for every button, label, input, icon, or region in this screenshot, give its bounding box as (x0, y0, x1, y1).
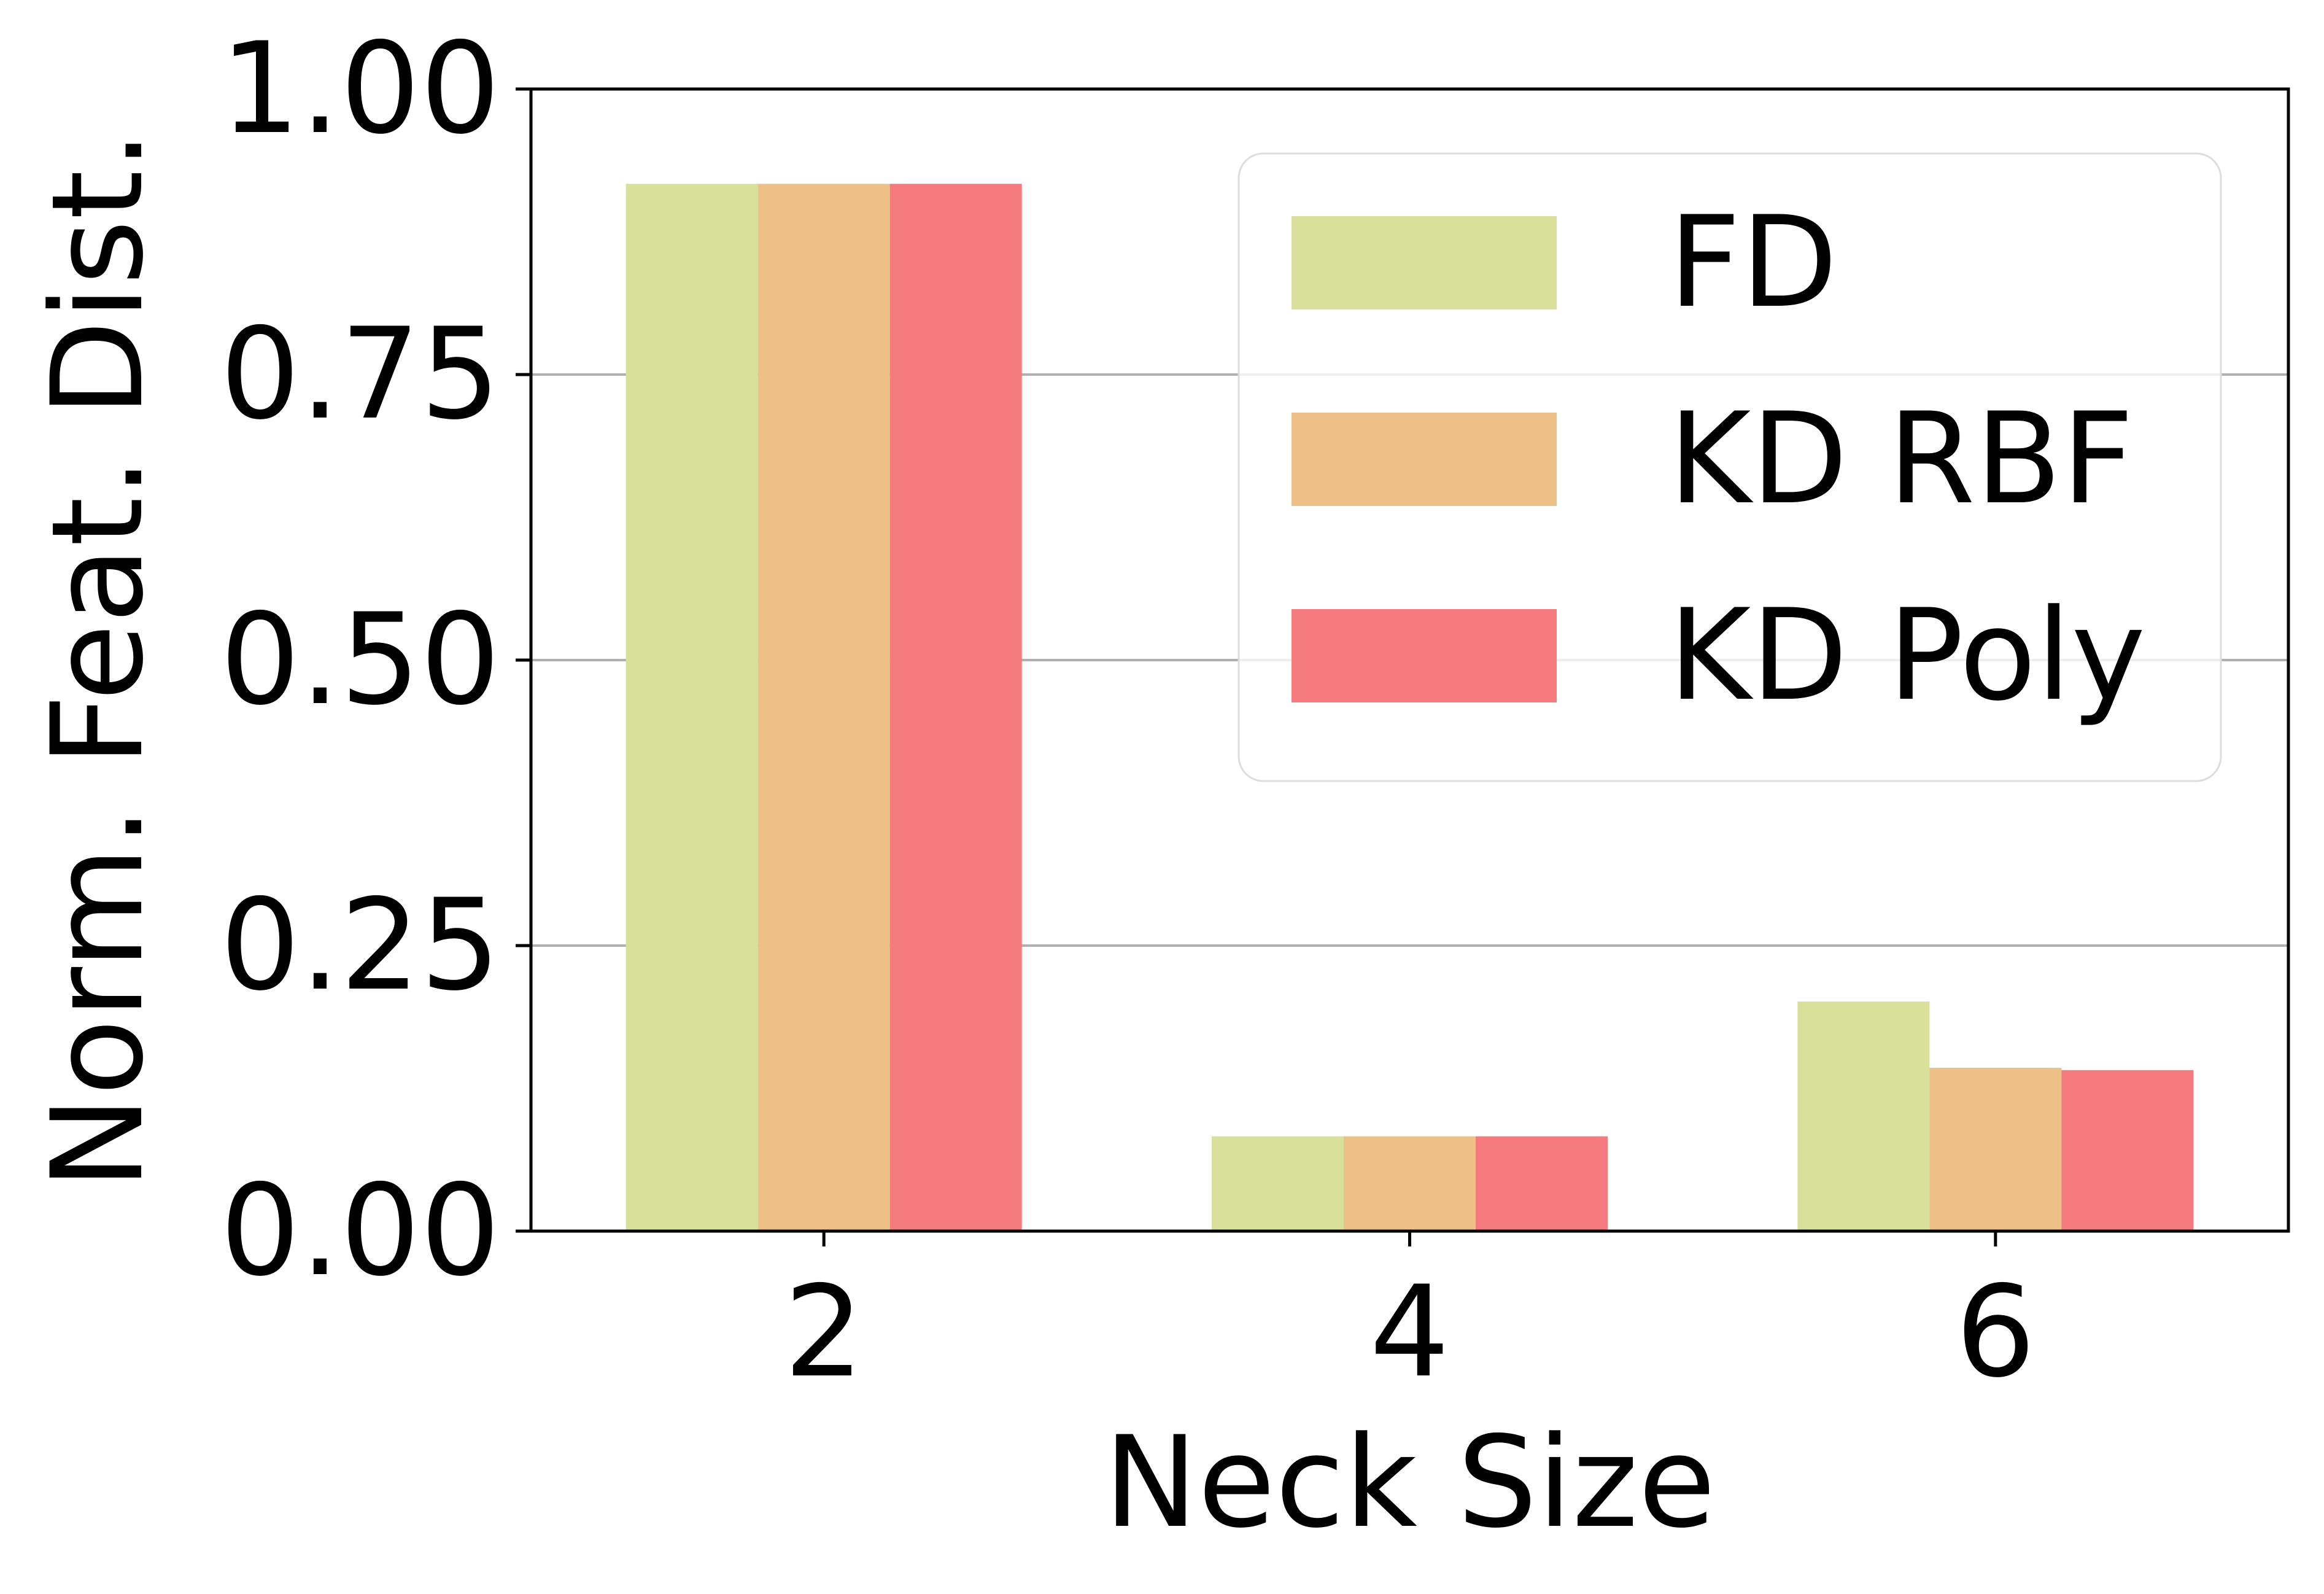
bars (626, 184, 2194, 1231)
bar (1929, 1068, 2062, 1231)
legend-label: KD Poly (1668, 583, 2145, 729)
bar (1797, 1001, 1930, 1231)
legend-swatch (1292, 216, 1557, 309)
bar (889, 184, 1022, 1231)
bar (1344, 1136, 1476, 1231)
bar (757, 184, 890, 1231)
y-tick-label: 1.00 (220, 16, 500, 162)
legend-swatch (1292, 413, 1557, 506)
legend-swatch (1292, 609, 1557, 702)
x-axis-label: Neck Size (1104, 1410, 1716, 1556)
bar (2061, 1070, 2194, 1231)
y-axis-label: Norm. Feat. Dist. (25, 130, 171, 1190)
y-axis-ticks: 0.00 0.25 0.50 0.75 1.00 (220, 16, 531, 1304)
x-axis-ticks: 2 4 6 (784, 1231, 2035, 1405)
bar (1476, 1136, 1608, 1231)
bar (626, 184, 758, 1231)
legend-label: KD RBF (1668, 386, 2134, 532)
x-tick-label: 6 (1956, 1259, 2035, 1405)
y-tick-label: 0.25 (220, 873, 500, 1019)
x-tick-label: 4 (1369, 1259, 1449, 1405)
y-tick-label: 0.00 (220, 1158, 500, 1304)
legend-label: FD (1668, 190, 1838, 336)
bar (1212, 1136, 1344, 1231)
y-tick-label: 0.75 (220, 301, 500, 448)
y-tick-label: 0.50 (220, 587, 500, 733)
x-tick-label: 2 (784, 1259, 864, 1405)
legend: FD KD RBF KD Poly (1238, 152, 2222, 782)
